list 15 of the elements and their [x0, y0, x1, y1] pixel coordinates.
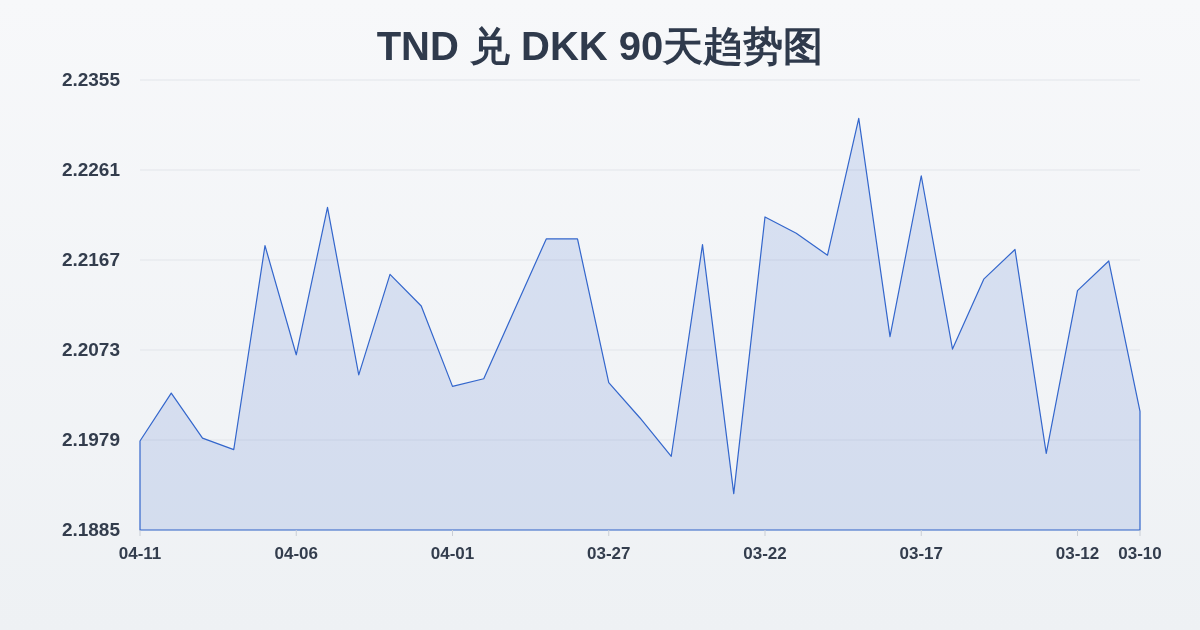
x-tick-label: 03-10	[1118, 544, 1162, 563]
y-tick-label: 2.2261	[61, 159, 120, 180]
y-tick-label: 2.2167	[61, 249, 120, 270]
x-tick-label: 03-17	[899, 544, 943, 563]
title: TND 兑 DKK 90天趋势图	[376, 24, 824, 68]
x-tick-label: 03-22	[743, 544, 787, 563]
x-tick-label: 03-27	[587, 544, 631, 563]
y-tick-label: 2.2355	[61, 69, 120, 90]
x-tick-label: 04-06	[274, 544, 318, 563]
x-tick-label: 04-01	[430, 544, 475, 563]
y-tick-label: 2.2073	[61, 339, 120, 360]
x-tick-label: 04-11	[118, 544, 162, 563]
y-tick-label: 2.1979	[61, 429, 120, 450]
x-tick-label: 03-12	[1055, 544, 1100, 563]
y-tick-label: 2.1885	[61, 519, 120, 540]
